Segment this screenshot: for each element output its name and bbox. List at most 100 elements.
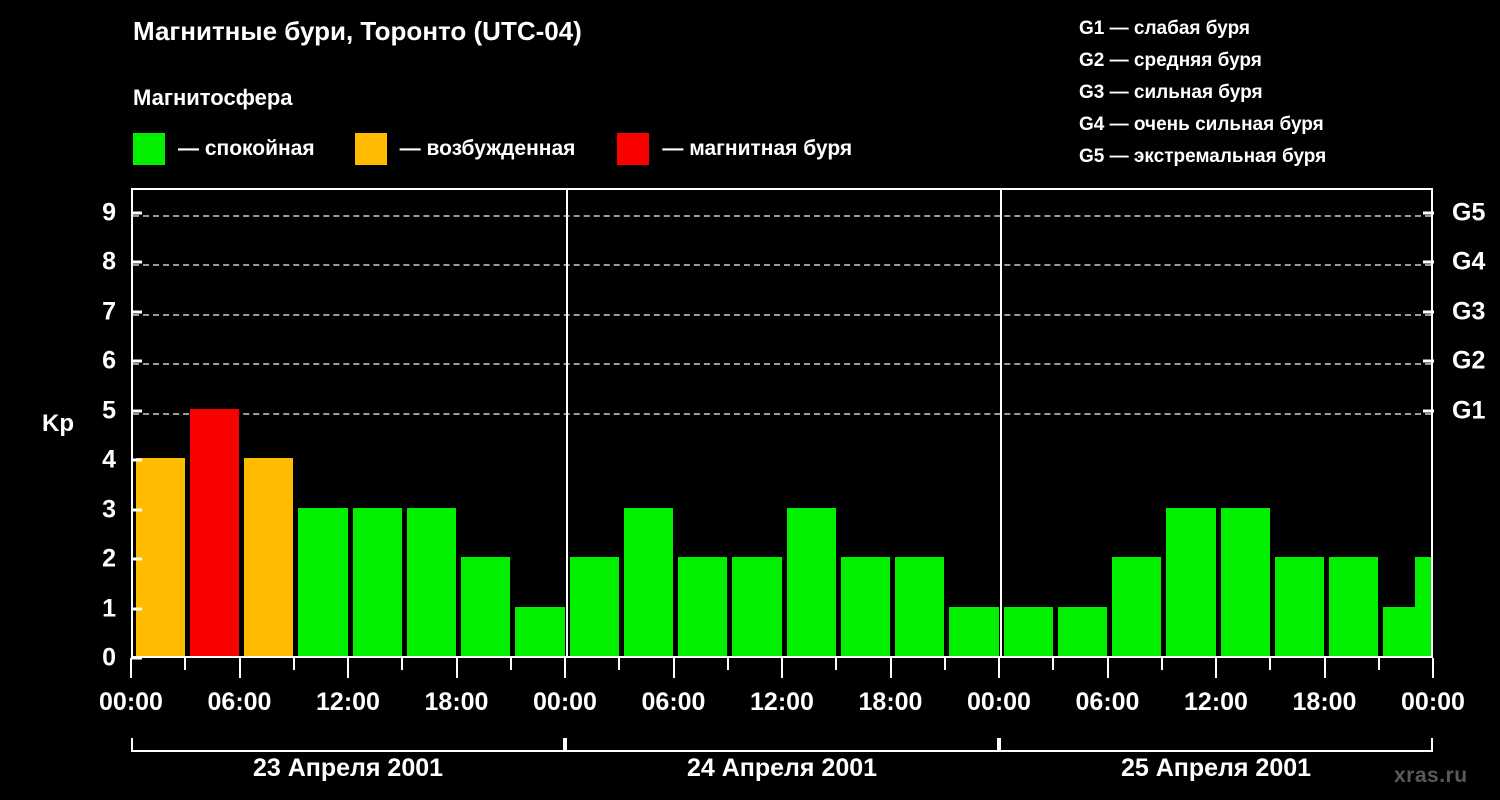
y-tick-mark-5 <box>131 409 142 413</box>
y-tick-label-2: 2 <box>102 544 116 573</box>
bar <box>786 507 836 656</box>
gridline-kp-5 <box>133 412 1431 415</box>
g-tick-label-G1: G1 <box>1452 396 1486 425</box>
x-tick-major <box>347 658 349 678</box>
legend-item-storm: — магнитная буря <box>617 133 852 165</box>
plot-area <box>131 188 1433 658</box>
x-tick-major <box>238 658 241 678</box>
legend-label-storm: — магнитная буря <box>662 137 853 160</box>
x-tick-label: 12:00 <box>1184 688 1248 716</box>
plot-inner <box>133 190 1431 656</box>
x-tick-minor <box>835 658 838 670</box>
date-label-1: 23 Апреля 2001 <box>252 754 444 782</box>
g-scale-legend: G1 — слабая буря G2 — средняя буря G3 — … <box>1079 13 1326 173</box>
y-axis-label: Kp <box>42 410 74 437</box>
x-tick-major <box>564 658 566 678</box>
x-tick-minor <box>509 658 512 670</box>
unsettled-swatch <box>354 133 387 165</box>
x-tick-label: 06:00 <box>641 688 706 716</box>
quiet-swatch <box>133 133 165 165</box>
bar <box>1329 557 1379 656</box>
date-label-3: 25 Апреля 2001 <box>1120 754 1312 782</box>
y-tick-mark-8 <box>131 260 142 264</box>
bar <box>1057 606 1107 656</box>
g-scale-line-g1: G1 — слабая буря <box>1079 18 1251 39</box>
g-scale-line-g4: G4 — очень сильная буря <box>1079 114 1324 135</box>
x-tick-minor <box>292 658 295 670</box>
x-tick-major <box>130 658 132 678</box>
x-tick-minor <box>726 658 729 670</box>
day-bracket-1 <box>131 738 565 752</box>
day-bracket-3 <box>999 738 1433 752</box>
y-tick-label-6: 6 <box>102 346 116 375</box>
bar <box>1003 606 1053 656</box>
gridline-kp-8 <box>133 264 1431 267</box>
y-tick-mark-3 <box>131 508 142 512</box>
bar <box>515 606 565 656</box>
bar <box>244 458 294 656</box>
bar <box>135 458 185 656</box>
bar <box>352 507 402 656</box>
gridline-kp-6 <box>133 363 1431 366</box>
x-tick-minor <box>184 658 187 670</box>
y-tick-mark-7 <box>131 310 142 314</box>
gridline-kp-9 <box>133 214 1431 217</box>
x-tick-label: 18:00 <box>858 688 923 716</box>
y-tick-label-0: 0 <box>102 643 116 672</box>
x-tick-minor <box>618 658 621 670</box>
g-tick-label-G2: G2 <box>1452 346 1486 375</box>
x-tick-major <box>1432 658 1434 678</box>
y-tick-mark-6 <box>131 359 142 363</box>
y-tick-mark-9 <box>131 211 142 215</box>
y-tick-label-1: 1 <box>102 594 116 623</box>
y-tick-label-4: 4 <box>102 445 116 474</box>
x-tick-major <box>1106 658 1109 678</box>
date-label-2: 24 Апреля 2001 <box>686 754 878 782</box>
g-tick-mark-G1 <box>1423 409 1434 413</box>
x-tick-label: 00:00 <box>99 688 163 716</box>
bar <box>840 557 890 656</box>
bar <box>1274 557 1324 656</box>
x-tick-major <box>1323 658 1326 678</box>
x-tick-minor <box>943 658 946 670</box>
g-scale-line-g2: G2 — средняя буря <box>1079 50 1262 71</box>
x-tick-label: 12:00 <box>316 688 380 716</box>
x-tick-major <box>455 658 458 678</box>
bar <box>569 557 619 656</box>
g-tick-mark-G4 <box>1423 260 1434 264</box>
x-tick-minor <box>1052 658 1055 670</box>
g-tick-mark-G5 <box>1423 211 1434 215</box>
y-tick-label-5: 5 <box>102 396 116 425</box>
gridline-kp-7 <box>133 313 1431 316</box>
g-tick-label-G4: G4 <box>1452 247 1486 276</box>
legend-label-quiet: — спокойная <box>178 137 315 160</box>
bar <box>298 507 348 656</box>
x-tick-label: 12:00 <box>750 688 814 716</box>
page-title: Магнитные бури, Торонто (UTC-04) <box>133 16 582 46</box>
bar <box>623 507 673 656</box>
y-tick-mark-2 <box>131 557 142 561</box>
x-tick-label: 06:00 <box>207 688 272 716</box>
y-tick-mark-1 <box>131 607 142 611</box>
y-tick-mark-4 <box>131 458 142 462</box>
bar <box>189 408 239 656</box>
x-tick-label: 06:00 <box>1075 688 1140 716</box>
x-tick-label: 00:00 <box>1401 688 1465 716</box>
y-tick-label-9: 9 <box>102 198 116 227</box>
g-tick-mark-G3 <box>1423 310 1434 314</box>
bar <box>1220 507 1270 656</box>
bar <box>1112 557 1162 656</box>
x-tick-major <box>781 658 783 678</box>
x-tick-label: 00:00 <box>533 688 597 716</box>
legend-item-quiet: — спокойная <box>133 133 315 165</box>
bar <box>732 557 782 656</box>
bar <box>1166 507 1216 656</box>
x-tick-major <box>998 658 1000 678</box>
x-tick-major <box>889 658 892 678</box>
bar-partial <box>1415 557 1431 656</box>
legend-label-unsettled: — возбужденная <box>399 137 576 160</box>
x-tick-minor <box>401 658 404 670</box>
y-tick-label-3: 3 <box>102 495 116 524</box>
x-tick-minor <box>1269 658 1272 670</box>
